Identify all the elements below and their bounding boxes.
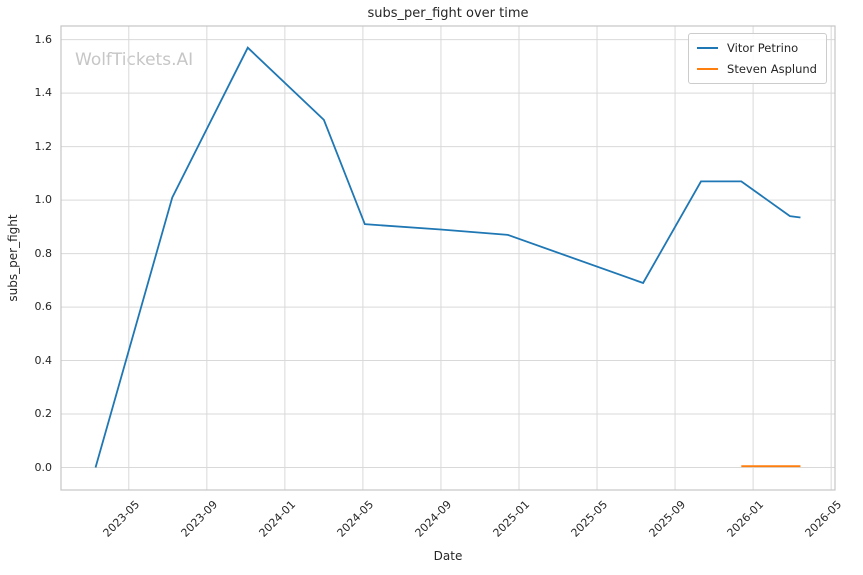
watermark: WolfTickets.AI: [75, 50, 194, 70]
legend-entry-vitor-petrino: Vitor Petrino: [697, 39, 817, 56]
y-tick-label: 1.2: [34, 139, 53, 153]
y-tick-label: 0.4: [34, 353, 53, 367]
y-tick-label: 1.6: [34, 32, 53, 46]
chart-title: subs_per_fight over time: [367, 6, 529, 21]
y-tick-label: 0.2: [34, 407, 53, 421]
y-tick-label: 0.8: [34, 246, 53, 260]
legend-label: Steven Asplund: [727, 61, 817, 76]
axes-border: [60, 25, 836, 491]
legend: Vitor Petrino Steven Asplund: [688, 33, 827, 84]
legend-line-swatch: [697, 67, 719, 70]
y-tick-label: 0.6: [34, 300, 53, 314]
series-line-vitor-petrino: [94, 46, 801, 468]
legend-line-swatch: [697, 46, 719, 49]
y-tick-label: 0.0: [34, 460, 53, 474]
y-tick-label: 1.0: [34, 193, 53, 207]
x-axis-label: Date: [433, 549, 463, 563]
legend-entry-steven-asplund: Steven Asplund: [697, 60, 817, 77]
y-tick-label: 1.4: [34, 86, 53, 100]
legend-label: Vitor Petrino: [727, 40, 799, 55]
